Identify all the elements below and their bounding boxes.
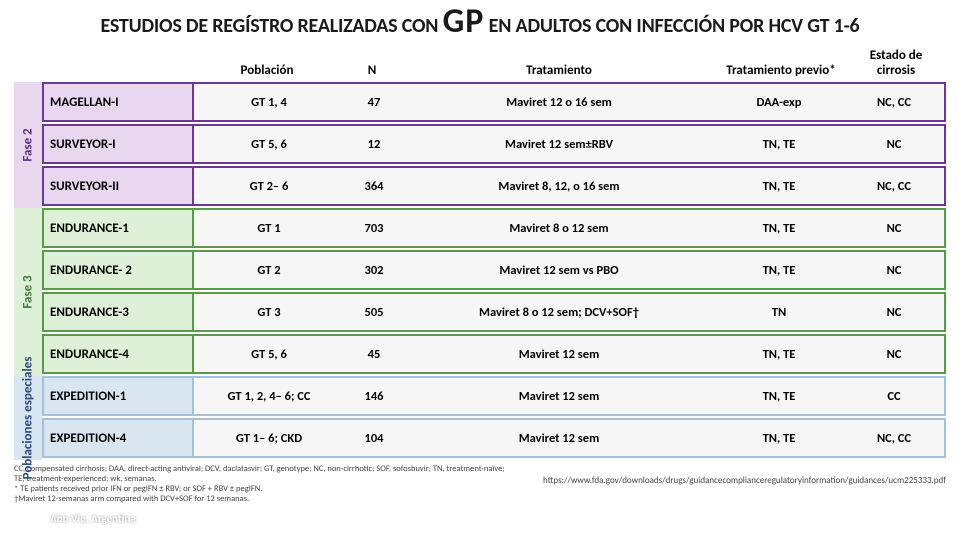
cell-n: 505: [344, 305, 404, 320]
cell-tratamiento: Maviret 12 sem: [404, 431, 714, 446]
cell-tratamiento: Maviret 12 sem: [404, 347, 714, 362]
cell-poblacion: GT 1, 2, 4– 6; CC: [194, 389, 344, 404]
table-row: EXPEDITION-4GT 1– 6; CKD104Maviret 12 se…: [42, 418, 946, 458]
rows-mount: MAGELLAN-IGT 1, 447Maviret 12 o 16 semDA…: [42, 82, 946, 460]
cell-previo: TN, TE: [714, 431, 844, 446]
cell-poblacion: GT 1, 4: [194, 95, 344, 110]
cell-n: 104: [344, 431, 404, 446]
slide-title: ESTUDIOS DE REGÍSTRO REALIZADAS CON GP E…: [14, 8, 946, 40]
cell-cirrosis: NC: [844, 347, 944, 362]
cell-cirrosis: NC: [844, 305, 944, 320]
cell-poblacion: GT 5, 6: [194, 347, 344, 362]
cell-cirrosis: NC, CC: [844, 95, 944, 110]
hdr-previo: Tratamiento previo*: [716, 63, 846, 78]
hdr-n: N: [342, 63, 402, 78]
row-body: GT 2302Maviret 12 sem vs PBOTN, TENC: [192, 250, 946, 290]
title-gp: GP: [443, 1, 485, 42]
footnotes: CC, compensated cirrhosis; DAA, direct-a…: [14, 464, 946, 504]
cell-cirrosis: NC: [844, 221, 944, 236]
title-pre: ESTUDIOS DE REGÍSTRO REALIZADAS CON: [101, 14, 443, 38]
study-name: EXPEDITION-4: [42, 418, 192, 458]
hdr-tratamiento: Tratamiento: [402, 63, 716, 78]
table-row: ENDURANCE-3GT 3505Maviret 8 o 12 sem; DC…: [42, 292, 946, 332]
cell-tratamiento: Maviret 12 sem: [404, 389, 714, 404]
cell-tratamiento: Maviret 8 o 12 sem; DCV+SOF†: [404, 305, 714, 320]
footnote-url: https://www.fda.gov/downloads/drugs/guid…: [543, 464, 946, 486]
header-row: Población N Tratamiento Tratamiento prev…: [42, 46, 946, 82]
cell-tratamiento: Maviret 12 o 16 sem: [404, 95, 714, 110]
rail-fase3-label: Fase 3: [21, 275, 36, 308]
rail-fase2: Fase 2: [14, 82, 42, 208]
study-name: ENDURANCE-1: [42, 208, 192, 248]
cell-poblacion: GT 5, 6: [194, 137, 344, 152]
cell-tratamiento: Maviret 8 o 12 sem: [404, 221, 714, 236]
row-body: GT 1, 2, 4– 6; CC146Maviret 12 semTN, TE…: [192, 376, 946, 416]
row-body: GT 1703Maviret 8 o 12 semTN, TENC: [192, 208, 946, 248]
cell-previo: TN, TE: [714, 389, 844, 404]
cell-tratamiento: Maviret 12 sem±RBV: [404, 137, 714, 152]
data-grid: Población N Tratamiento Tratamiento prev…: [42, 46, 946, 460]
cell-tratamiento: Maviret 8, 12, o 16 sem: [404, 179, 714, 194]
row-body: GT 2– 6364Maviret 8, 12, o 16 semTN, TEN…: [192, 166, 946, 206]
rail-fase2-label: Fase 2: [21, 128, 36, 161]
study-name: SURVEYOR-I: [42, 124, 192, 164]
cell-previo: TN, TE: [714, 137, 844, 152]
cell-poblacion: GT 1: [194, 221, 344, 236]
cell-cirrosis: NC, CC: [844, 179, 944, 194]
row-body: GT 1– 6; CKD104Maviret 12 semTN, TENC, C…: [192, 418, 946, 458]
cell-previo: TN, TE: [714, 263, 844, 278]
cell-n: 703: [344, 221, 404, 236]
group-rails: Fase 2 Fase 3 Poblaciones especiales: [14, 46, 42, 460]
row-body: GT 1, 447Maviret 12 o 16 semDAA-expNC, C…: [192, 82, 946, 122]
footnote-abbrev: CC, compensated cirrhosis; DAA, direct-a…: [14, 464, 513, 504]
cell-previo: TN, TE: [714, 179, 844, 194]
rail-spacer: [14, 46, 42, 82]
cell-n: 47: [344, 95, 404, 110]
cell-poblacion: GT 2– 6: [194, 179, 344, 194]
table-row: ENDURANCE-1GT 1703Maviret 8 o 12 semTN, …: [42, 208, 946, 248]
cell-tratamiento: Maviret 12 sem vs PBO: [404, 263, 714, 278]
cell-previo: TN, TE: [714, 221, 844, 236]
row-body: GT 5, 645Maviret 12 semTN, TENC: [192, 334, 946, 374]
rail-fase3: Fase 3: [14, 208, 42, 376]
study-name: EXPEDITION-1: [42, 376, 192, 416]
table-row: ENDURANCE- 2GT 2302Maviret 12 sem vs PBO…: [42, 250, 946, 290]
cell-n: 364: [344, 179, 404, 194]
cell-n: 12: [344, 137, 404, 152]
table-row: ENDURANCE-4GT 5, 645Maviret 12 semTN, TE…: [42, 334, 946, 374]
study-name: ENDURANCE-3: [42, 292, 192, 332]
table-row: MAGELLAN-IGT 1, 447Maviret 12 o 16 semDA…: [42, 82, 946, 122]
cell-cirrosis: NC, CC: [844, 431, 944, 446]
cell-poblacion: GT 2: [194, 263, 344, 278]
cell-poblacion: GT 3: [194, 305, 344, 320]
hdr-cirrosis: Estado de cirrosis: [846, 48, 946, 78]
cell-poblacion: GT 1– 6; CKD: [194, 431, 344, 446]
cell-previo: TN: [714, 305, 844, 320]
cell-previo: DAA-exp: [714, 95, 844, 110]
table-wrap: Fase 2 Fase 3 Poblaciones especiales Pob…: [14, 46, 946, 460]
cell-n: 45: [344, 347, 404, 362]
cell-n: 302: [344, 263, 404, 278]
cell-cirrosis: CC: [844, 389, 944, 404]
cell-cirrosis: NC: [844, 263, 944, 278]
rail-especiales: Poblaciones especiales: [14, 376, 42, 460]
study-name: ENDURANCE-4: [42, 334, 192, 374]
table-row: SURVEYOR-IGT 5, 612Maviret 12 sem±RBVTN,…: [42, 124, 946, 164]
cell-n: 146: [344, 389, 404, 404]
title-post: EN ADULTOS CON INFECCIÓN POR HCV GT 1-6: [484, 14, 859, 38]
attribution: Abb Vie, Argentina: [50, 512, 946, 525]
table-row: SURVEYOR-IIGT 2– 6364Maviret 8, 12, o 16…: [42, 166, 946, 206]
hdr-poblacion: Población: [192, 63, 342, 78]
study-name: MAGELLAN-I: [42, 82, 192, 122]
study-name: SURVEYOR-II: [42, 166, 192, 206]
table-row: EXPEDITION-1GT 1, 2, 4– 6; CC146Maviret …: [42, 376, 946, 416]
rail-especiales-label: Poblaciones especiales: [21, 357, 36, 480]
study-name: ENDURANCE- 2: [42, 250, 192, 290]
cell-cirrosis: NC: [844, 137, 944, 152]
cell-previo: TN, TE: [714, 347, 844, 362]
row-body: GT 3505Maviret 8 o 12 sem; DCV+SOF†TNNC: [192, 292, 946, 332]
row-body: GT 5, 612Maviret 12 sem±RBVTN, TENC: [192, 124, 946, 164]
